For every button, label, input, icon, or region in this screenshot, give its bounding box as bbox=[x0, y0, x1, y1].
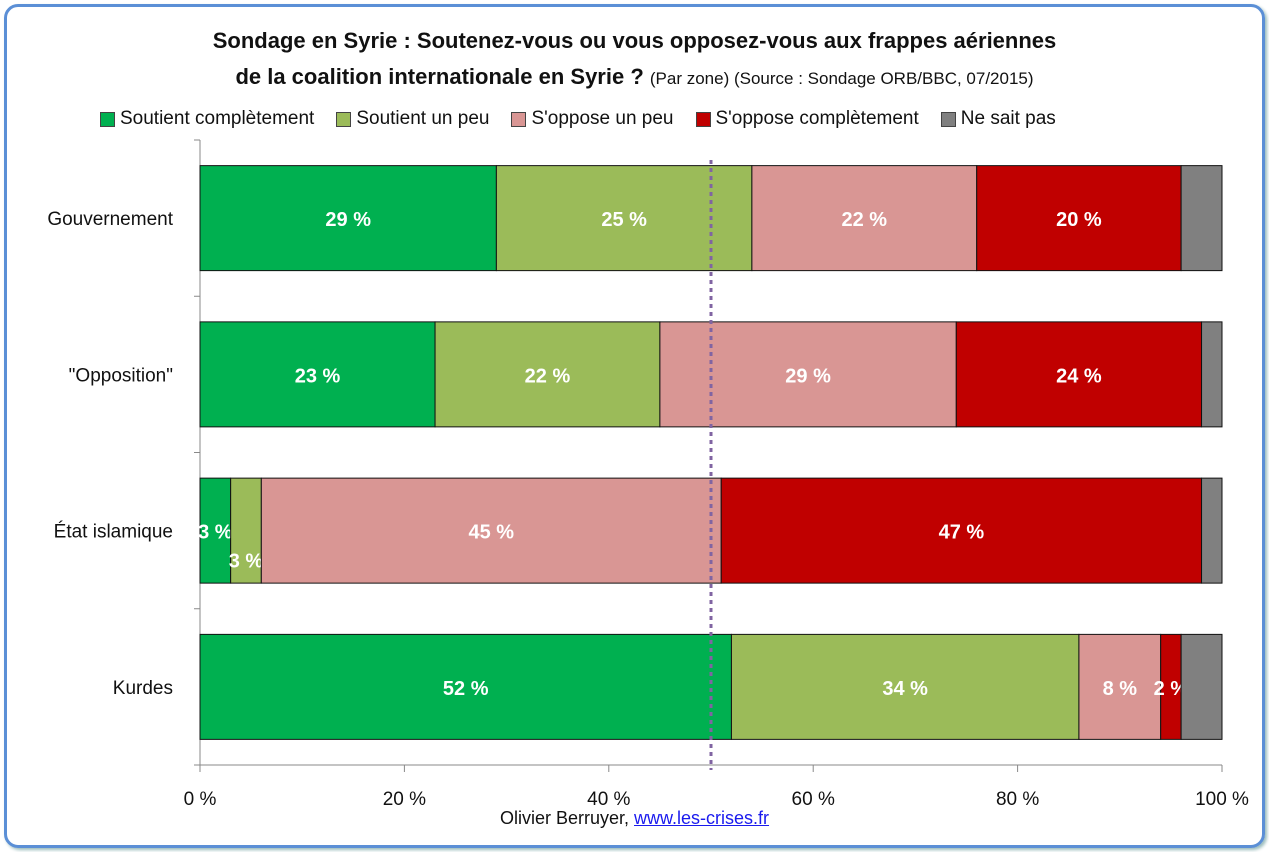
bar-segment bbox=[976, 165, 1182, 272]
data-label: 24 % bbox=[1056, 365, 1102, 387]
category-label: "Opposition" bbox=[69, 365, 173, 386]
data-label: 22 % bbox=[842, 209, 888, 231]
chart-subtitle: (Par zone) (Source : Sondage ORB/BBC, 07… bbox=[649, 69, 1034, 88]
title-line-2: de la coalition internationale en Syrie … bbox=[235, 64, 644, 89]
x-tick-label: 0 % bbox=[184, 789, 217, 810]
data-label: 20 % bbox=[1056, 209, 1102, 231]
data-label: 45 % bbox=[468, 522, 514, 544]
data-label: 25 % bbox=[601, 209, 647, 231]
data-label: 22 % bbox=[525, 365, 571, 387]
data-label: 34 % bbox=[882, 678, 928, 700]
legend: Soutient complètement Soutient un peu S'op… bbox=[100, 108, 1056, 130]
legend-swatch bbox=[511, 111, 527, 127]
footer: Olivier Berruyer, www.les-crises.fr bbox=[0, 808, 1269, 829]
bar-segment bbox=[730, 633, 1080, 740]
legend-item: Ne sait pas bbox=[940, 108, 1056, 130]
category-label: Kurdes bbox=[113, 678, 173, 699]
legend-label: Ne sait pas bbox=[960, 108, 1056, 129]
data-label: 3 % bbox=[229, 551, 264, 573]
title-line-1: Sondage en Syrie : Soutenez-vous ou vous… bbox=[212, 28, 1057, 53]
bar-segment bbox=[1180, 633, 1223, 740]
bar-segment bbox=[659, 321, 957, 428]
data-label: 8 % bbox=[1103, 678, 1138, 700]
legend-label: Soutient un peu bbox=[356, 108, 490, 129]
x-tick-label: 60 % bbox=[792, 789, 835, 810]
legend-swatch bbox=[695, 111, 711, 127]
data-label: 47 % bbox=[939, 522, 985, 544]
bar-segment bbox=[955, 321, 1203, 428]
bar-segment bbox=[199, 165, 497, 272]
data-label: 3 % bbox=[198, 522, 233, 544]
x-tick-label: 100 % bbox=[1195, 789, 1249, 810]
legend-label: S'oppose complètement bbox=[715, 108, 919, 129]
bar-segment bbox=[720, 477, 1203, 584]
chart-title: Sondage en Syrie : Soutenez-vous ou vous… bbox=[0, 28, 1269, 54]
bar-segment bbox=[434, 321, 661, 428]
data-label: 29 % bbox=[785, 365, 831, 387]
legend-item: S'oppose complètement bbox=[695, 108, 919, 130]
data-label: 52 % bbox=[443, 678, 489, 700]
bar-segment bbox=[495, 165, 753, 272]
data-label: 23 % bbox=[295, 365, 341, 387]
bar-segment bbox=[199, 633, 732, 740]
chart-frame bbox=[4, 4, 1265, 848]
legend-swatch bbox=[336, 111, 352, 127]
data-label: 2 % bbox=[1154, 678, 1189, 700]
chart-title-2: de la coalition internationale en Syrie … bbox=[0, 64, 1269, 90]
x-tick-label: 80 % bbox=[996, 789, 1039, 810]
bar-segment bbox=[199, 321, 436, 428]
bar-segment bbox=[1180, 165, 1223, 272]
bar-segment bbox=[230, 477, 262, 584]
bar-segment bbox=[1201, 477, 1223, 584]
legend-item: Soutient complètement bbox=[100, 108, 314, 130]
legend-label: S'oppose un peu bbox=[531, 108, 674, 129]
data-label: 29 % bbox=[325, 209, 371, 231]
category-label: Gouvernement bbox=[47, 209, 173, 230]
legend-item: Soutient un peu bbox=[336, 108, 489, 130]
bar-segment bbox=[1201, 321, 1223, 428]
bar-segment bbox=[260, 477, 722, 584]
category-label: État islamique bbox=[54, 522, 173, 543]
x-tick-label: 20 % bbox=[383, 789, 426, 810]
legend-swatch bbox=[100, 111, 115, 127]
footer-author: Olivier Berruyer, bbox=[499, 808, 629, 828]
legend-label: Soutient complètement bbox=[120, 108, 315, 129]
footer-link[interactable]: www.les-crises.fr bbox=[634, 808, 770, 828]
x-tick-label: 40 % bbox=[587, 789, 630, 810]
legend-swatch bbox=[940, 111, 956, 127]
legend-item: S'oppose un peu bbox=[511, 108, 674, 130]
bar-segment bbox=[751, 165, 978, 272]
